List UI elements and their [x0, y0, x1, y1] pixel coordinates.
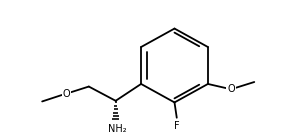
Text: O: O: [62, 89, 70, 99]
Text: O: O: [227, 84, 235, 94]
Text: F: F: [174, 120, 179, 131]
Text: NH₂: NH₂: [108, 124, 126, 134]
